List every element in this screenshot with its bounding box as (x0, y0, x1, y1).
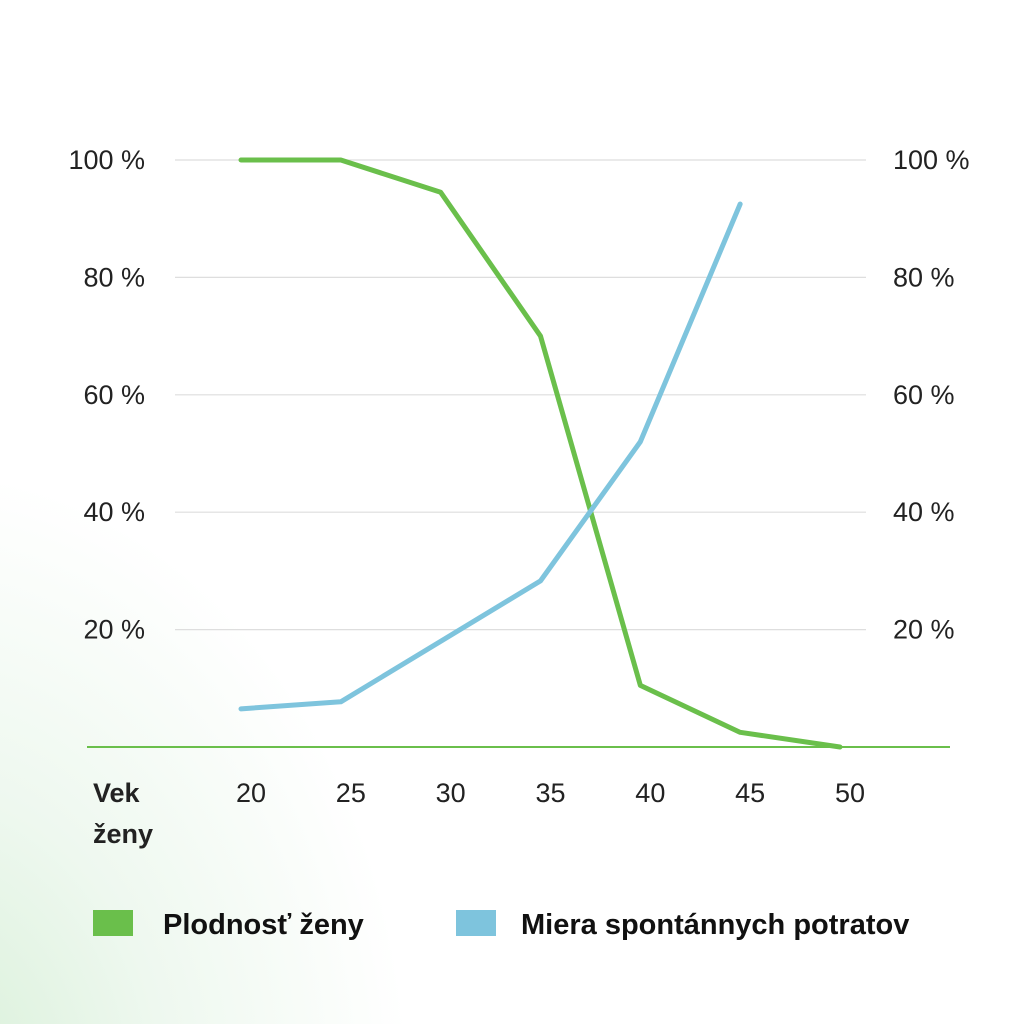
legend-swatch-fertility (93, 910, 133, 936)
miscarriage-rate-line (238, 201, 743, 712)
y-tick-label-left: 100 % (68, 145, 145, 175)
y-tick-label-right: 100 % (893, 145, 970, 175)
x-tick-label: 25 (336, 778, 366, 808)
y-tick-label-right: 40 % (893, 497, 955, 527)
x-axis-label-line1: Vek (93, 778, 141, 808)
fertility-line (238, 157, 843, 750)
y-tick-label-left: 80 % (83, 262, 145, 292)
x-tick-label: 30 (436, 778, 466, 808)
x-tick-label: 20 (236, 778, 266, 808)
y-tick-label-right: 80 % (893, 262, 955, 292)
y-tick-label-left: 60 % (83, 380, 145, 410)
x-axis-label-line2: ženy (93, 819, 153, 849)
y-axis-right: 20 % 40 % 60 % 80 % 100 % (893, 145, 970, 645)
x-tick-label: 45 (735, 778, 765, 808)
y-tick-label-left: 40 % (83, 497, 145, 527)
series-lines (238, 157, 843, 750)
x-axis-ticks: 20 25 30 35 40 45 50 (236, 778, 865, 808)
x-tick-label: 50 (835, 778, 865, 808)
y-tick-label-right: 20 % (893, 615, 955, 645)
y-tick-label-left: 20 % (83, 615, 145, 645)
legend-swatch-miscarriage (456, 910, 496, 936)
legend: Plodnosť ženy Miera spontánnych potratov (93, 909, 909, 941)
y-axis-left: 20 % 40 % 60 % 80 % 100 % (68, 145, 145, 645)
x-tick-label: 40 (635, 778, 665, 808)
legend-label-fertility: Plodnosť ženy (163, 909, 364, 941)
legend-label-miscarriage: Miera spontánnych potratov (521, 909, 909, 941)
gridlines (175, 159, 866, 631)
y-tick-label-right: 60 % (893, 380, 955, 410)
x-tick-label: 35 (535, 778, 565, 808)
